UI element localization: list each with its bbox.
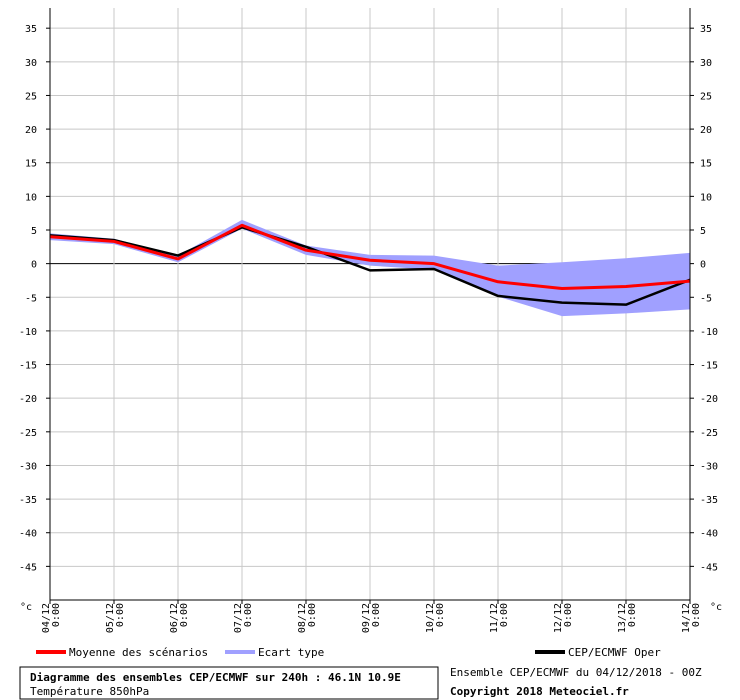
x-tick-time: 0:00: [691, 603, 702, 627]
axes: 35 35 30 30 25 25 20 20 15 15 10 10 5 5 0 0 -5 -5 -10 -10 -1…: [19, 8, 722, 633]
y-tick-label-right: 5: [700, 226, 706, 237]
y-tick-label-left: 25: [25, 91, 37, 102]
legend: Moyenne des scénarios Ecart type CEP/ECMWF…: [36, 646, 661, 659]
y-tick-label-left: -5: [25, 293, 37, 304]
x-tick-time: 0:00: [499, 603, 510, 627]
ecart-type-band: [50, 219, 690, 317]
x-tick-date: 04/12: [41, 603, 52, 633]
x-tick-date: 08/12: [297, 603, 308, 633]
x-tick-date: 05/12: [105, 603, 116, 633]
y-tick-label-left: -10: [19, 327, 37, 338]
legend-label: CEP/ECMWF Oper: [568, 646, 661, 659]
y-tick-label-left: 30: [25, 58, 37, 69]
y-tick-label-right: -10: [700, 327, 718, 338]
y-tick-label-left: -35: [19, 495, 37, 506]
x-tick-time: 0:00: [627, 603, 638, 627]
legend-label: Moyenne des scénarios: [69, 646, 208, 659]
y-tick-label-right: 15: [700, 159, 712, 170]
y-tick-label-left: 35: [25, 24, 37, 35]
x-tick-date: 10/12: [425, 603, 436, 633]
chart-title: Diagramme des ensembles CEP/ECMWF sur 24…: [30, 671, 401, 684]
y-tick-label-right: 35: [700, 24, 712, 35]
y-tick-label-right: 25: [700, 91, 712, 102]
x-tick-time: 0:00: [243, 603, 254, 627]
y-tick-label-right: 30: [700, 58, 712, 69]
x-tick-time: 0:00: [563, 603, 574, 627]
y-tick-label-right: 20: [700, 125, 712, 136]
x-tick-time: 0:00: [115, 603, 126, 627]
x-tick-date: 09/12: [361, 603, 372, 633]
y-tick-label-right: 10: [700, 192, 712, 203]
y-tick-label-right: -45: [700, 562, 718, 573]
x-tick-time: 0:00: [371, 603, 382, 627]
ecart-type-area: [50, 219, 690, 317]
y-tick-label-left: -40: [19, 529, 37, 540]
y-tick-label-right: -40: [700, 529, 718, 540]
x-tick-date: 11/12: [489, 603, 500, 633]
run-info: Ensemble CEP/ECMWF du 04/12/2018 - 00Z: [450, 666, 702, 679]
y-tick-label-left: 5: [31, 226, 37, 237]
y-tick-label-left: 0: [31, 260, 37, 271]
y-tick-label-left: 20: [25, 125, 37, 136]
y-tick-label-right: -25: [700, 428, 718, 439]
legend-label: Ecart type: [258, 646, 324, 659]
y-tick-label-right: -30: [700, 461, 718, 472]
x-tick-time: 0:00: [51, 603, 62, 627]
x-tick-date: 06/12: [169, 603, 180, 633]
y-tick-label-right: -20: [700, 394, 718, 405]
unit-label-right: °c: [710, 602, 722, 613]
y-tick-label-right: -15: [700, 361, 718, 372]
y-tick-label-left: 15: [25, 159, 37, 170]
x-tick-date: 12/12: [553, 603, 564, 633]
copyright: Copyright 2018 Meteociel.fr: [450, 685, 629, 698]
y-tick-label-left: -15: [19, 361, 37, 372]
y-tick-label-right: 0: [700, 260, 706, 271]
y-tick-label-left: 10: [25, 192, 37, 203]
unit-label-left: °c: [20, 602, 32, 613]
x-tick-date: 14/12: [681, 603, 692, 633]
x-tick-date: 07/12: [233, 603, 244, 633]
y-tick-label-left: -20: [19, 394, 37, 405]
y-tick-label-left: -30: [19, 461, 37, 472]
x-tick-date: 13/12: [617, 603, 628, 633]
x-tick-time: 0:00: [307, 603, 318, 627]
y-tick-label-right: -35: [700, 495, 718, 506]
y-tick-label-left: -25: [19, 428, 37, 439]
y-tick-label-left: -45: [19, 562, 37, 573]
x-tick-time: 0:00: [179, 603, 190, 627]
x-tick-time: 0:00: [435, 603, 446, 627]
series-lines: [49, 223, 691, 306]
title-box: [19, 666, 439, 700]
chart-subtitle: Température 850hPa: [30, 685, 149, 698]
y-tick-label-right: -5: [700, 293, 712, 304]
